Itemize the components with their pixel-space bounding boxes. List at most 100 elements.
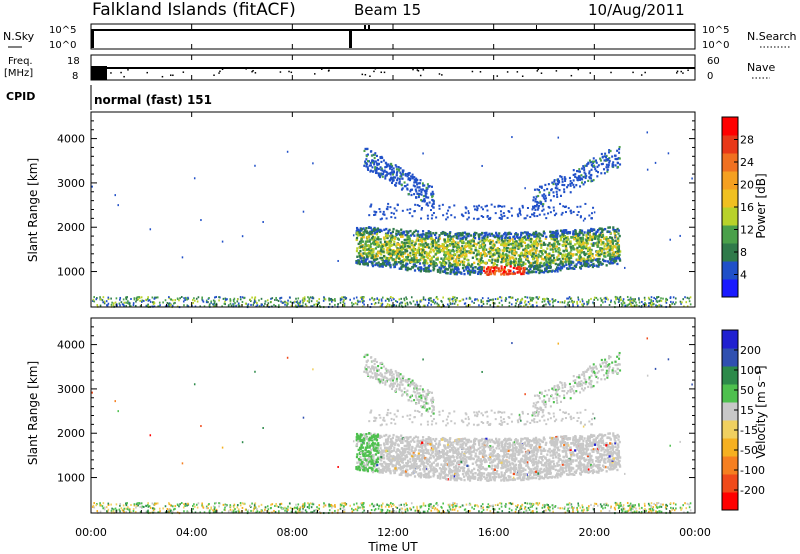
power-cell bbox=[567, 262, 571, 266]
velocity-cell bbox=[509, 478, 512, 481]
power-cell bbox=[381, 244, 384, 248]
power-cell bbox=[169, 304, 172, 307]
power-cell bbox=[582, 247, 585, 250]
power-cell bbox=[556, 229, 559, 233]
power-cell bbox=[600, 172, 603, 175]
power-cell bbox=[588, 254, 591, 258]
power-cell bbox=[406, 245, 409, 248]
power-cell bbox=[472, 269, 475, 272]
power-cell bbox=[449, 270, 452, 274]
power-cell bbox=[288, 296, 291, 299]
power-cell bbox=[361, 245, 364, 248]
power-cell bbox=[526, 206, 529, 209]
power-cell bbox=[481, 246, 484, 249]
power-cell bbox=[496, 305, 499, 308]
power-cell bbox=[418, 182, 421, 185]
power-cell bbox=[414, 179, 417, 182]
power-cell bbox=[479, 253, 483, 257]
power-cell bbox=[355, 232, 358, 236]
velocity-cell bbox=[558, 449, 561, 452]
power-cell bbox=[451, 265, 454, 268]
power-cell bbox=[618, 296, 621, 299]
power-cell bbox=[442, 296, 444, 299]
power-cell bbox=[400, 231, 403, 235]
power-cell bbox=[380, 217, 383, 220]
velocity-cell bbox=[409, 460, 412, 463]
power-cell bbox=[473, 242, 476, 245]
power-cell bbox=[431, 262, 434, 265]
power-cell bbox=[618, 148, 621, 151]
power-cell bbox=[556, 270, 559, 273]
power-cell bbox=[425, 267, 428, 271]
power-cell bbox=[571, 245, 575, 248]
power-cell bbox=[603, 244, 606, 248]
power-cell bbox=[366, 160, 369, 163]
power-cell bbox=[420, 190, 423, 194]
power-cell bbox=[401, 247, 404, 250]
power-cell bbox=[572, 183, 575, 186]
nave-point bbox=[170, 74, 172, 76]
power-cell bbox=[422, 184, 425, 187]
power-cell bbox=[450, 254, 454, 258]
power-cell bbox=[605, 166, 608, 169]
power-cell bbox=[520, 301, 523, 304]
power-cell bbox=[483, 239, 486, 243]
power-cell bbox=[531, 297, 534, 300]
power-cell bbox=[368, 252, 371, 255]
power-cell bbox=[112, 302, 115, 305]
velocity-cell bbox=[484, 477, 487, 480]
nave-tick-bottom: 0 bbox=[707, 71, 713, 82]
power-cell bbox=[409, 251, 412, 255]
power-cell bbox=[498, 269, 501, 273]
velocity-cell bbox=[360, 446, 363, 449]
power-cell bbox=[218, 299, 220, 302]
power-cell bbox=[400, 173, 403, 176]
power-cell bbox=[399, 262, 402, 265]
power-cell bbox=[366, 167, 369, 171]
power-cell bbox=[381, 173, 384, 176]
power-cell bbox=[619, 250, 622, 253]
power-cell bbox=[389, 179, 392, 182]
power-cell bbox=[513, 272, 516, 275]
power-cell bbox=[425, 245, 428, 249]
power-cell bbox=[476, 218, 479, 221]
power-cell bbox=[612, 259, 615, 262]
nave-point bbox=[252, 69, 254, 72]
power-cell bbox=[267, 302, 270, 305]
power-cell bbox=[386, 251, 389, 254]
power-cell bbox=[511, 252, 514, 256]
power-cell bbox=[366, 251, 369, 255]
power-cell bbox=[388, 239, 391, 243]
power-cell bbox=[518, 240, 521, 243]
power-cell bbox=[374, 247, 378, 250]
velocity-cell bbox=[422, 463, 425, 467]
power-cell bbox=[381, 175, 384, 178]
power-cell bbox=[581, 300, 584, 303]
power-cell bbox=[539, 250, 542, 253]
power-cell bbox=[382, 213, 385, 216]
power-cell bbox=[551, 181, 554, 184]
power-cell bbox=[232, 299, 235, 302]
velocity-cell bbox=[414, 459, 417, 462]
power-cell bbox=[371, 264, 375, 268]
power-cell bbox=[396, 170, 399, 173]
power-cell bbox=[495, 269, 498, 273]
power-cell bbox=[606, 168, 609, 171]
power-cell bbox=[498, 301, 501, 304]
power-cell bbox=[501, 268, 504, 271]
power-cell bbox=[502, 244, 506, 247]
power-cell bbox=[371, 297, 373, 300]
power-cell bbox=[510, 297, 513, 300]
power-cell bbox=[293, 301, 295, 304]
power-cell bbox=[366, 238, 369, 241]
power-cell bbox=[576, 242, 579, 245]
power-cell bbox=[474, 246, 477, 249]
power-cell bbox=[543, 232, 546, 235]
power-cell bbox=[493, 235, 497, 239]
power-cell bbox=[510, 207, 513, 210]
power-cell bbox=[132, 304, 135, 307]
velocity-cell bbox=[488, 458, 491, 461]
power-cell bbox=[364, 240, 367, 243]
power-cell bbox=[421, 200, 424, 203]
power-cell bbox=[489, 304, 492, 307]
